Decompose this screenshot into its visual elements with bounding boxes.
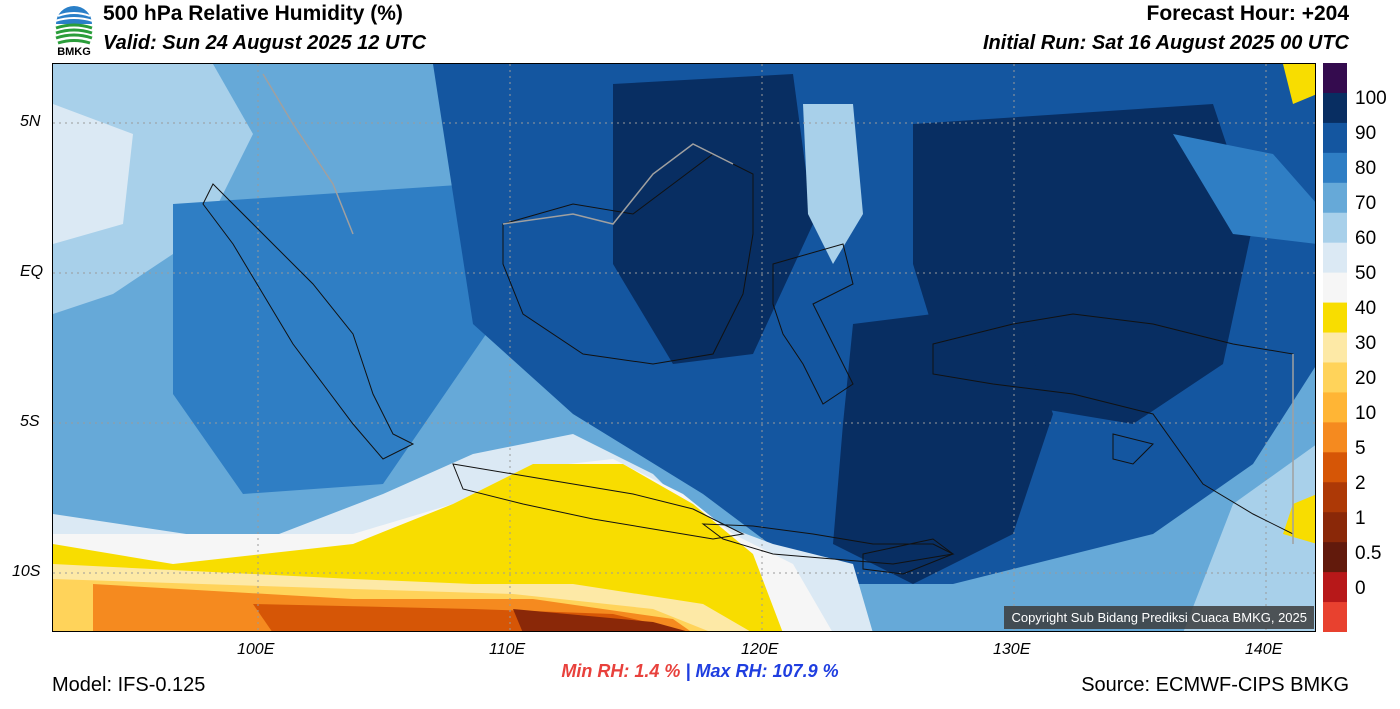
map-title: 500 hPa Relative Humidity (%): [103, 2, 403, 25]
min-rh-label: Min RH:: [561, 661, 630, 681]
colorbar-segment: [1323, 332, 1347, 363]
min-rh-value: 1.4 %: [634, 661, 681, 681]
colorbar-label-0-5: 0.5: [1355, 543, 1382, 564]
lon-label-110e: 110E: [489, 641, 526, 658]
valid-time: Valid: Sun 24 August 2025 12 UTC: [103, 32, 427, 54]
colorbar-segment: [1323, 482, 1347, 513]
colorbar-segment: [1323, 302, 1347, 334]
java-coast: [452, 463, 745, 540]
colorbar-segment: [1323, 512, 1347, 543]
timor-coast: [862, 538, 955, 575]
colorbar-label-90: 90: [1355, 123, 1377, 144]
colorbar-label-50: 50: [1355, 263, 1377, 284]
source-info: Source: ECMWF-CIPS BMKG: [1081, 674, 1349, 696]
humidity-map: [52, 63, 1316, 632]
colorbar-segment: [1323, 92, 1347, 124]
field-ne-band: [1173, 134, 1315, 244]
lon-label-130e: 130E: [993, 641, 1031, 658]
lon-label-140e: 140E: [1245, 641, 1283, 658]
colorbar-segment: [1323, 542, 1347, 573]
lat-label-eq: EQ: [20, 263, 44, 280]
colorbar-segment: [1323, 422, 1347, 453]
logo-label: BMKG: [57, 46, 91, 58]
field-borneo-very-humid: [613, 74, 813, 364]
colorbar-segment: [1323, 122, 1347, 154]
colorbar-label-100: 100: [1355, 88, 1387, 109]
colorbar: [1323, 63, 1347, 632]
colorbar-label-1: 1: [1355, 508, 1366, 529]
colorbar-label-70: 70: [1355, 193, 1377, 214]
lon-label-100e: 100E: [237, 641, 275, 658]
stats-separator: |: [685, 661, 691, 681]
lat-label-10s: 10S: [12, 563, 41, 580]
forecast-hour: Forecast Hour: +204: [1146, 2, 1350, 25]
borders: [262, 73, 1294, 544]
colorbar-label-0: 0: [1355, 578, 1366, 599]
colorbar-label-80: 80: [1355, 158, 1377, 179]
lon-label-120e: 120E: [741, 641, 779, 658]
copyright-notice: Copyright Sub Bidang Prediksi Cuaca BMKG…: [1004, 606, 1314, 629]
lat-label-5s: 5S: [20, 413, 40, 430]
rh-stats: Min RH: 1.4 % | Max RH: 107.9 %: [0, 661, 1400, 682]
initial-run: Initial Run: Sat 16 August 2025 00 UTC: [982, 32, 1349, 54]
colorbar-segment: [1323, 242, 1347, 274]
field-northeast-very-dry: [1283, 64, 1315, 104]
model-info: Model: IFS-0.125: [52, 674, 206, 696]
colorbar-segment: [1323, 212, 1347, 244]
field-sulawesi-sea-dry-streak: [803, 104, 863, 264]
colorbar-label-2: 2: [1355, 473, 1366, 494]
aru-islands-coast: [1112, 433, 1154, 465]
field-south-driest: [513, 609, 686, 631]
coastlines: [202, 153, 1294, 575]
colorbar-label-5: 5: [1355, 438, 1366, 459]
map-gridlines: [53, 64, 1315, 631]
colorbar-segment: [1323, 63, 1347, 94]
colorbar-segment: [1323, 392, 1347, 423]
papua-coast: [932, 313, 1294, 535]
field-sumatra-humid: [173, 184, 493, 494]
colorbar-label-60: 60: [1355, 228, 1377, 249]
borneo-coast: [502, 153, 754, 365]
field-banda-very-humid: [833, 304, 1053, 584]
colorbar-segment: [1323, 452, 1347, 483]
colorbar-label-20: 20: [1355, 368, 1377, 389]
colorbar-segment: [1323, 362, 1347, 393]
field-southeast-very-dry: [1283, 494, 1315, 544]
bmkg-logo-icon: BMKG: [50, 2, 98, 60]
field-southeast-dry: [1183, 445, 1315, 631]
colorbar-segment: [1323, 182, 1347, 214]
max-rh-value: 107.9 %: [772, 661, 839, 681]
colorbar-label-10: 10: [1355, 403, 1377, 424]
colorbar-segment: [1323, 572, 1347, 603]
lat-label-5n: 5N: [20, 113, 41, 130]
sulawesi-coast: [772, 243, 854, 405]
colorbar-segment: [1323, 272, 1347, 304]
colorbar-label-40: 40: [1355, 298, 1377, 319]
field-west-dryer-zone: [53, 104, 133, 244]
colorbar-label-30: 30: [1355, 333, 1377, 354]
colorbar-segment: [1323, 152, 1347, 184]
sumatra-coast: [202, 183, 415, 460]
max-rh-label: Max RH:: [695, 661, 768, 681]
colorbar-segment: [1323, 602, 1347, 632]
